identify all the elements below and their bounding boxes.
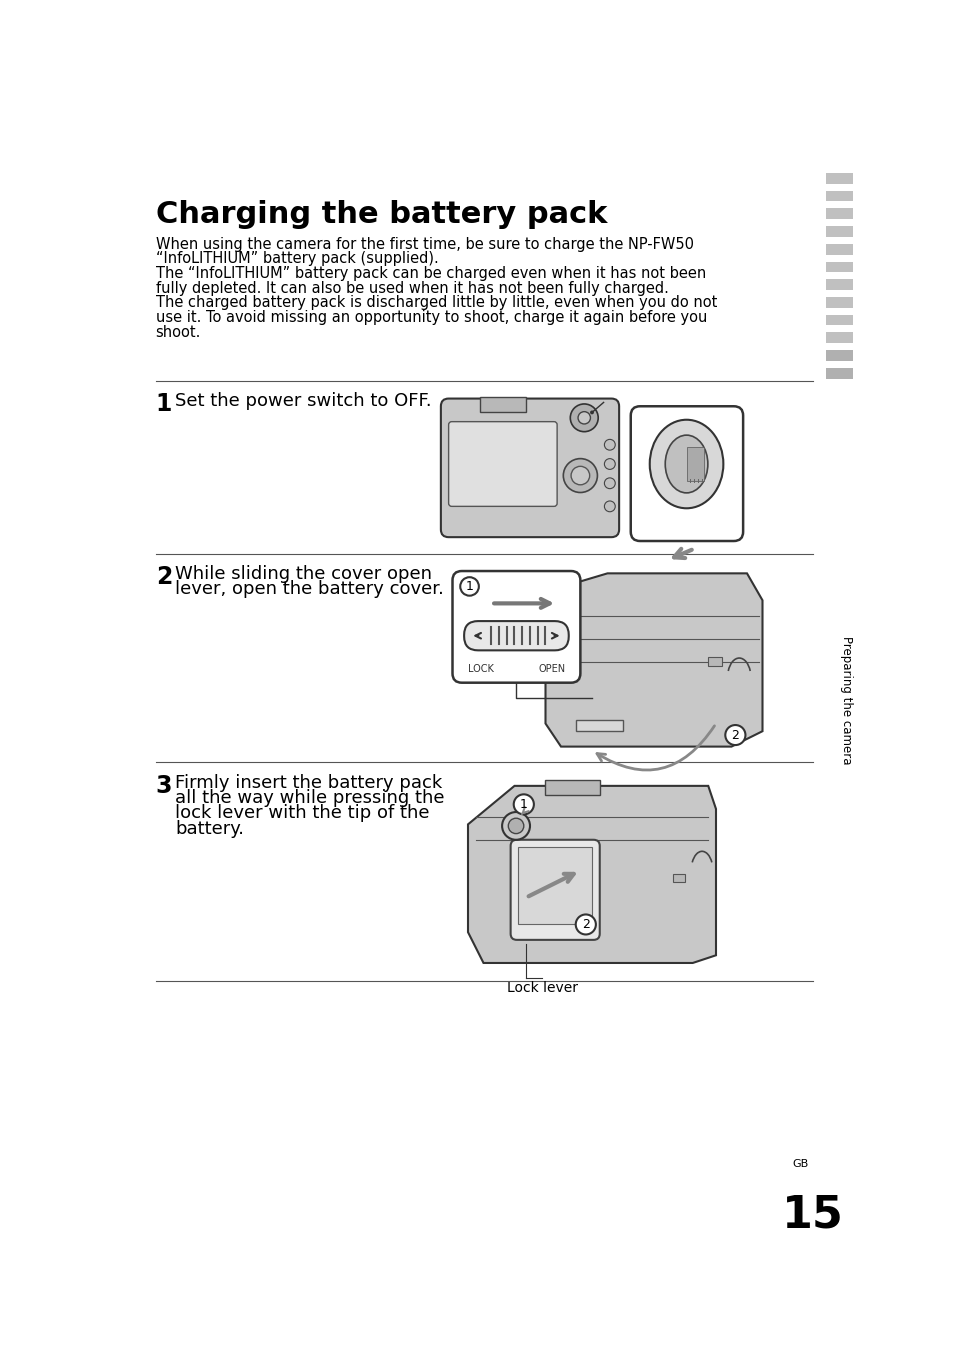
Text: 2: 2 (731, 729, 739, 741)
Circle shape (604, 477, 615, 488)
Text: When using the camera for the first time, be sure to charge the NP-FW50: When using the camera for the first time… (155, 237, 693, 252)
Text: 3: 3 (155, 773, 172, 798)
Bar (686, 447, 703, 482)
Bar (545, 780, 599, 795)
Text: use it. To avoid missing an opportunity to shoot, charge it again before you: use it. To avoid missing an opportunity … (155, 309, 706, 325)
Text: OPEN: OPEN (537, 664, 565, 674)
Text: 1: 1 (465, 580, 473, 593)
Text: Set the power switch to OFF.: Set the power switch to OFF. (174, 393, 431, 410)
Text: 1: 1 (519, 798, 527, 811)
Bar (707, 656, 721, 666)
Bar (517, 847, 592, 924)
Text: battery.: battery. (174, 819, 244, 838)
Text: Charging the battery pack: Charging the battery pack (155, 200, 606, 229)
Circle shape (570, 404, 598, 432)
Text: Preparing the camera: Preparing the camera (839, 636, 852, 765)
Bar (825, 332, 852, 343)
Bar (479, 397, 525, 413)
FancyBboxPatch shape (440, 398, 618, 537)
Text: shoot.: shoot. (155, 324, 201, 340)
Text: lever, open the battery cover.: lever, open the battery cover. (174, 580, 443, 599)
Circle shape (508, 818, 523, 834)
Ellipse shape (664, 436, 707, 492)
Ellipse shape (649, 420, 722, 508)
Circle shape (578, 412, 590, 424)
Circle shape (459, 577, 478, 596)
Circle shape (724, 725, 744, 745)
Bar (825, 243, 852, 254)
Bar (825, 261, 852, 272)
Circle shape (571, 467, 589, 484)
Bar (825, 315, 852, 325)
Text: lock lever with the tip of the: lock lever with the tip of the (174, 804, 429, 822)
Circle shape (590, 410, 594, 414)
Bar (576, 720, 622, 732)
FancyBboxPatch shape (630, 406, 742, 541)
FancyBboxPatch shape (510, 839, 599, 940)
Bar (825, 208, 852, 219)
Bar (825, 367, 852, 378)
Circle shape (604, 440, 615, 451)
Text: 15: 15 (781, 1193, 842, 1236)
Circle shape (501, 812, 530, 839)
Text: “InfoLITHIUM” battery pack (supplied).: “InfoLITHIUM” battery pack (supplied). (155, 252, 438, 266)
FancyBboxPatch shape (452, 572, 579, 683)
Polygon shape (545, 573, 761, 746)
Circle shape (604, 500, 615, 511)
Text: 1: 1 (155, 393, 172, 417)
Text: While sliding the cover open: While sliding the cover open (174, 565, 432, 582)
Bar (825, 280, 852, 291)
Circle shape (562, 459, 597, 492)
Bar (825, 297, 852, 308)
Text: fully depleted. It can also be used when it has not been fully charged.: fully depleted. It can also be used when… (155, 281, 668, 296)
Bar (825, 226, 852, 237)
Text: The charged battery pack is discharged little by little, even when you do not: The charged battery pack is discharged l… (155, 296, 717, 311)
FancyBboxPatch shape (464, 621, 568, 651)
Bar (825, 350, 852, 360)
Circle shape (575, 915, 596, 935)
Text: LOCK: LOCK (468, 664, 494, 674)
Bar (825, 174, 852, 184)
Bar (825, 191, 852, 202)
Bar (673, 874, 684, 882)
Polygon shape (468, 785, 716, 963)
Text: Firmly insert the battery pack: Firmly insert the battery pack (174, 773, 442, 792)
Circle shape (513, 795, 534, 814)
Circle shape (604, 459, 615, 469)
Text: all the way while pressing the: all the way while pressing the (174, 790, 444, 807)
Text: 2: 2 (581, 919, 589, 931)
Text: The “InfoLITHIUM” battery pack can be charged even when it has not been: The “InfoLITHIUM” battery pack can be ch… (155, 266, 705, 281)
Text: 2: 2 (155, 565, 172, 589)
FancyBboxPatch shape (448, 422, 557, 506)
Text: GB: GB (791, 1158, 807, 1169)
Text: Lock lever: Lock lever (506, 982, 578, 995)
